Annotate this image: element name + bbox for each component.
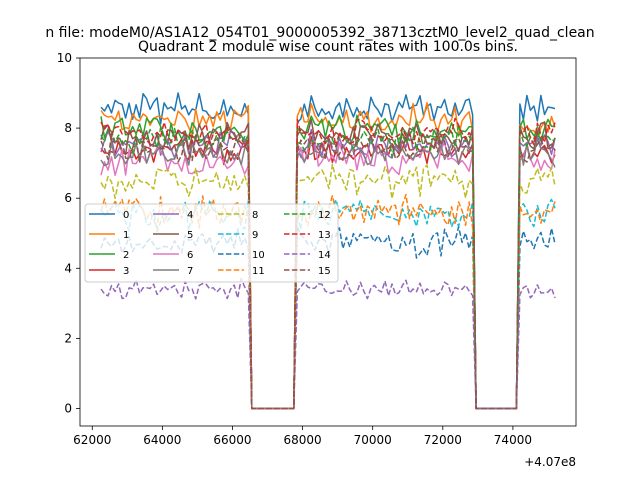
x-tick-label: 74000: [494, 433, 532, 447]
series-line-13: [100, 117, 556, 410]
legend-entry-6: 6: [153, 250, 193, 261]
legend-label: 9: [252, 230, 258, 241]
x-axis-offset-label: +4.07e8: [524, 455, 576, 469]
legend-entry-0: 0: [89, 210, 129, 221]
x-tick-label: 70000: [354, 433, 392, 447]
legend-entry-5: 5: [153, 230, 193, 241]
legend-label: 11: [252, 266, 265, 277]
legend-label: 14: [318, 250, 331, 261]
x-tick-label: 72000: [424, 433, 462, 447]
legend-entry-12: 12: [284, 210, 331, 221]
legend-entry-1: 1: [89, 230, 129, 241]
x-axis-ticks: 62000 64000 66000 68000 70000 72000 74000: [73, 426, 532, 447]
legend-label: 4: [187, 210, 193, 221]
legend-entry-13: 13: [284, 230, 331, 241]
legend-label: 1: [123, 230, 129, 241]
legend-entry-15: 15: [284, 266, 331, 277]
legend-box: [84, 203, 339, 283]
legend-label: 6: [187, 250, 193, 261]
legend-entry-9: 9: [218, 230, 258, 241]
legend-label: 10: [252, 250, 265, 261]
figure-suptitle: n file: modeM0/AS1A12_054T01_9000005392_…: [45, 25, 594, 41]
series-line-0: [100, 92, 556, 410]
series-line-1: [100, 101, 556, 410]
legend-entry-3: 3: [89, 266, 129, 277]
x-tick-label: 64000: [143, 433, 181, 447]
chart-title: Quadrant 2 module wise count rates with …: [138, 39, 518, 55]
legend-entry-14: 14: [284, 250, 331, 261]
legend-label: 0: [123, 210, 129, 221]
legend-entry-7: 7: [153, 266, 193, 277]
x-tick-label: 66000: [213, 433, 251, 447]
y-tick-label: 4: [64, 261, 72, 275]
legend-label: 15: [318, 266, 331, 277]
x-tick-label: 62000: [73, 433, 111, 447]
legend-label: 3: [123, 266, 129, 277]
series-line-8: [100, 163, 556, 410]
legend-entry-4: 4: [153, 210, 193, 221]
legend-label: 5: [187, 230, 193, 241]
x-tick-label: 68000: [283, 433, 321, 447]
series-line-15: [100, 132, 556, 410]
legend-label: 2: [123, 250, 129, 261]
y-tick-label: 2: [64, 331, 72, 345]
y-tick-label: 10: [57, 51, 72, 65]
y-tick-label: 8: [64, 121, 72, 135]
legend-label: 13: [318, 230, 331, 241]
legend-label: 12: [318, 210, 331, 221]
y-axis-ticks: 0 2 4 6 8 10: [57, 51, 80, 415]
legend-label: 8: [252, 210, 258, 221]
y-tick-label: 6: [64, 191, 72, 205]
legend-entry-10: 10: [218, 250, 265, 261]
legend-entry-2: 2: [89, 250, 129, 261]
legend-label: 7: [187, 266, 193, 277]
series-line-2: [100, 114, 556, 410]
y-tick-label: 0: [64, 401, 72, 415]
axes-frame: [79, 57, 577, 427]
series-line-14: [100, 277, 556, 410]
legend-entry-11: 11: [218, 266, 265, 277]
legend-entry-8: 8: [218, 210, 258, 221]
